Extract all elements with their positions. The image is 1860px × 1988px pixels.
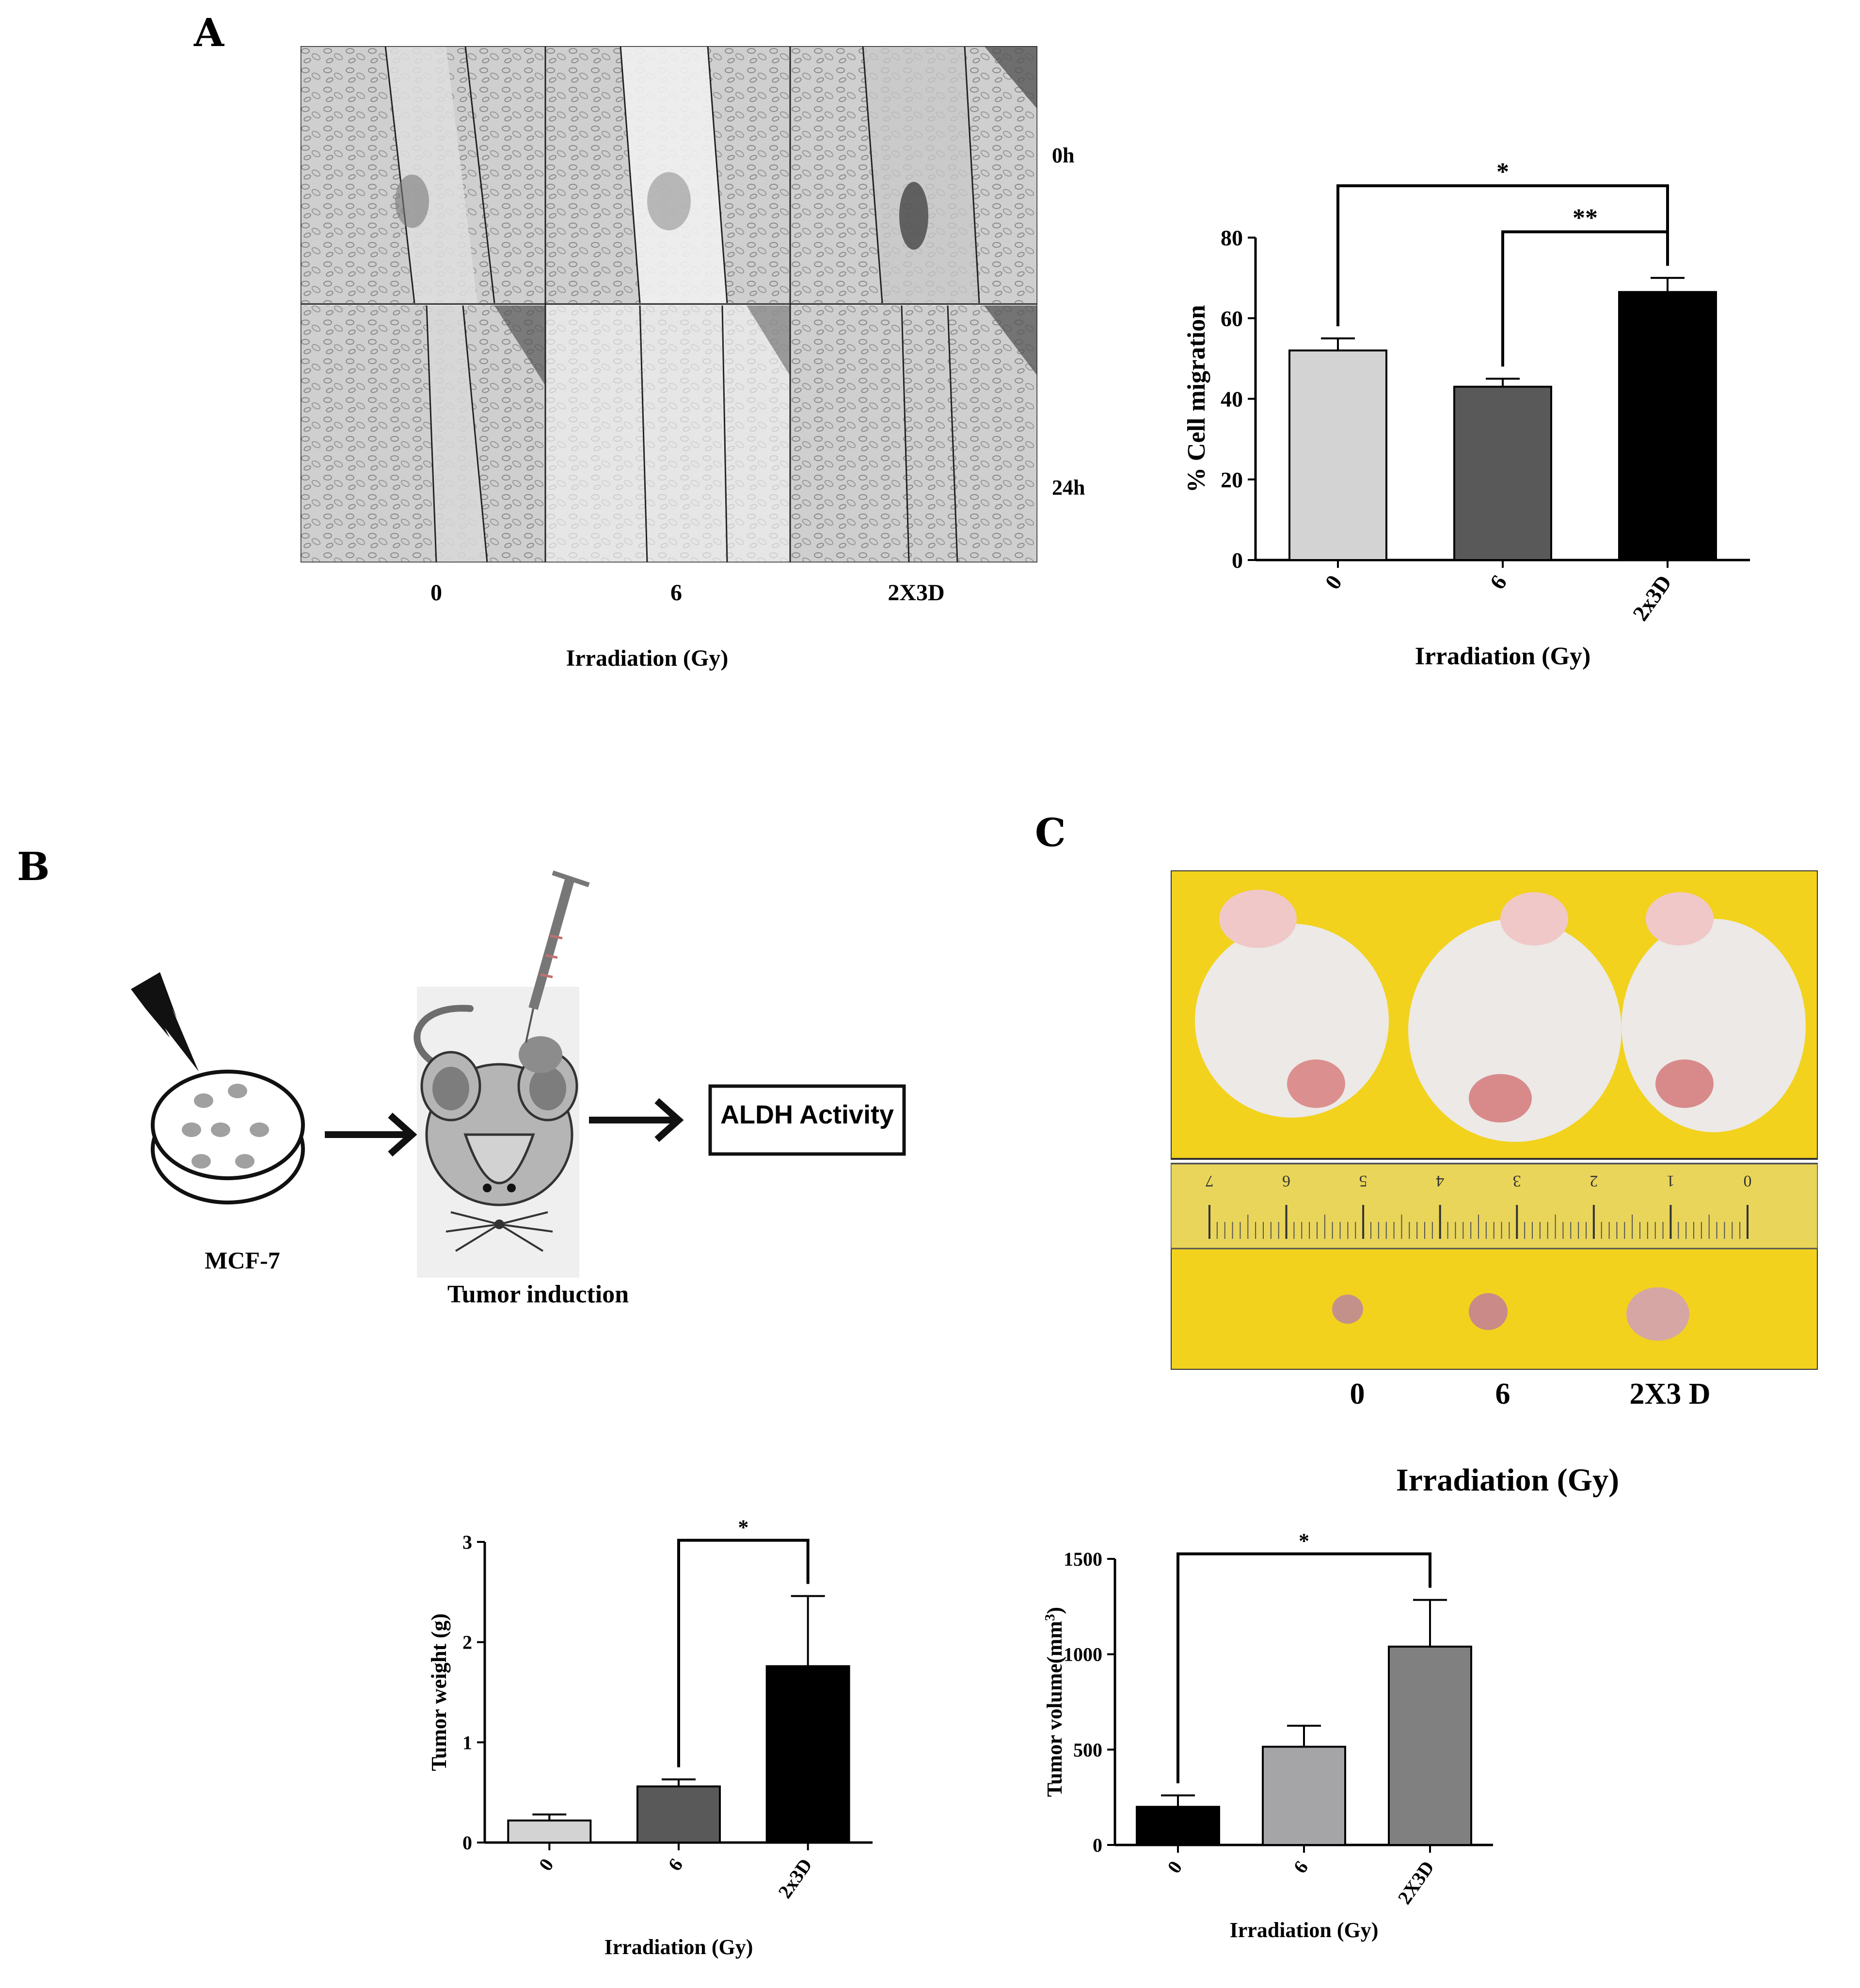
aldh-activity-box-label: ALDH Activity xyxy=(720,1100,894,1129)
syringe-icon xyxy=(525,870,590,1043)
significance-bracket xyxy=(1501,230,1669,367)
panel-a-label: A xyxy=(194,10,224,55)
tumor-induction-schematic xyxy=(131,870,906,1278)
bar xyxy=(1453,385,1552,561)
tumor-photo-xlabel: Irradiation (Gy) xyxy=(1396,1462,1620,1498)
ruler-tick-label: 7 xyxy=(1206,1172,1214,1190)
x-tick-label: 0 xyxy=(534,1854,557,1875)
x-tick-label: 2X3D xyxy=(1393,1857,1438,1908)
step-label-mcf7: MCF-7 xyxy=(205,1247,280,1274)
significance-label: * xyxy=(738,1516,748,1539)
x-tick-label: 6 xyxy=(664,1854,687,1875)
ruler-tick-label: 2 xyxy=(1590,1172,1598,1190)
significance-bracket xyxy=(677,1539,810,1767)
tumor-col-label-0: 0 xyxy=(1350,1378,1365,1411)
bar xyxy=(1388,1645,1472,1846)
step-label-tumor-induction: Tumor induction xyxy=(447,1281,629,1308)
y-tick-label: 0 xyxy=(1232,548,1243,573)
y-axis-label: % Cell migration xyxy=(1183,305,1210,493)
y-tick-label: 1000 xyxy=(1064,1644,1102,1666)
y-tick-label: 2 xyxy=(462,1632,472,1653)
bar xyxy=(636,1785,721,1844)
ruler-ticks: 7 6 5 4 3 2 1 0 xyxy=(1206,1172,1752,1239)
y-axis-label: Tumor volume(mm3) xyxy=(1043,1607,1067,1797)
scratch-assay-micrographs xyxy=(301,46,1037,562)
y-axis-label: Tumor weight (g) xyxy=(427,1613,451,1771)
tumor-col-label-6: 6 xyxy=(1495,1378,1510,1411)
chart-tumor-volume: 0 500 1000 1500 0 6 2X3D Tumor volume(mm3) Irrad… xyxy=(1043,1529,1493,1942)
excised-tumors xyxy=(1332,1287,1689,1341)
ruler-tick-label: 6 xyxy=(1282,1172,1290,1190)
chart-cell-migration: 0 20 40 60 80 0 6 2x3D % Cell migration Irradiati… xyxy=(1183,158,1750,670)
x-tick-label: 6 xyxy=(1485,570,1511,593)
panel-c-label: C xyxy=(1035,810,1066,855)
x-tick-label: 0 xyxy=(1320,570,1347,593)
col-label-6: 6 xyxy=(670,580,682,606)
y-tick-label: 20 xyxy=(1221,467,1243,492)
micrograph-0gy-0h xyxy=(301,46,545,304)
micrograph-6gy-24h xyxy=(545,305,790,562)
x-axis-label: Irradiation (Gy) xyxy=(604,1935,753,1959)
bar xyxy=(507,1819,592,1844)
significance-bracket xyxy=(1176,1552,1431,1783)
y-tick-label: 60 xyxy=(1221,306,1243,331)
significance-label: ** xyxy=(1573,204,1598,232)
y-tick-label: 80 xyxy=(1221,225,1243,250)
mouse-icon xyxy=(413,987,579,1278)
bar xyxy=(1618,291,1717,561)
chart-tumor-weight: 0 1 2 3 0 6 2x3D Tumor weight (g) Irradiation (G… xyxy=(427,1516,873,1959)
col-label-2x3d: 2X3D xyxy=(888,580,945,606)
row-label-0h: 0h xyxy=(1052,144,1075,167)
row-label-24h: 24h xyxy=(1052,476,1085,499)
ruler-tick-label: 3 xyxy=(1513,1172,1521,1190)
bar xyxy=(1136,1806,1220,1846)
y-tick-label: 1500 xyxy=(1064,1548,1102,1570)
y-tick-label: 500 xyxy=(1073,1739,1102,1761)
bar xyxy=(1288,349,1387,561)
x-axis-label: Irradiation (Gy) xyxy=(1230,1918,1379,1942)
y-tick-label: 40 xyxy=(1221,387,1243,412)
micrograph-2x3d-0h xyxy=(790,46,1037,304)
mouse-photo-3 xyxy=(1622,892,1806,1132)
x-tick-label: 6 xyxy=(1289,1857,1312,1877)
mouse-photo-2 xyxy=(1408,892,1622,1142)
col-label-0: 0 xyxy=(430,580,442,606)
micrograph-0gy-24h xyxy=(301,305,545,562)
y-tick-label: 3 xyxy=(462,1531,472,1553)
x-tick-label: 2x3D xyxy=(774,1854,816,1902)
arrow-right-icon xyxy=(325,1112,417,1157)
tumor-col-label-2x3d: 2X3 D xyxy=(1629,1378,1711,1411)
ruler-tick-label: 1 xyxy=(1667,1172,1675,1190)
significance-bracket xyxy=(1336,184,1669,326)
y-tick-label: 1 xyxy=(462,1731,472,1753)
bar xyxy=(765,1665,850,1844)
x-axis-label: Irradiation (Gy) xyxy=(1415,642,1591,670)
ruler-tick-label: 0 xyxy=(1744,1172,1752,1190)
significance-label: * xyxy=(1299,1529,1309,1553)
ruler-tick-label: 4 xyxy=(1436,1172,1444,1190)
mice-and-tumors-photo: 7 6 5 4 3 2 1 0 xyxy=(1171,870,1818,1370)
x-tick-label: 0 xyxy=(1163,1857,1186,1877)
significance-label: * xyxy=(1496,158,1509,186)
ruler-tick-label: 5 xyxy=(1359,1172,1367,1190)
bar xyxy=(1262,1746,1346,1846)
panel-b-label: B xyxy=(17,844,50,889)
y-tick-label: 0 xyxy=(462,1832,472,1854)
y-tick-label: 0 xyxy=(1093,1834,1102,1856)
micrograph-6gy-0h xyxy=(545,46,790,304)
micrograph-xlabel: Irradiation (Gy) xyxy=(566,645,729,671)
micrograph-2x3d-24h xyxy=(790,305,1037,562)
radiation-lightning-icon xyxy=(131,972,199,1072)
x-tick-label: 2x3D xyxy=(1628,570,1676,625)
petri-dish-icon xyxy=(151,1070,305,1204)
arrow-right-icon xyxy=(589,1098,684,1142)
mouse-photo-1 xyxy=(1195,890,1389,1118)
